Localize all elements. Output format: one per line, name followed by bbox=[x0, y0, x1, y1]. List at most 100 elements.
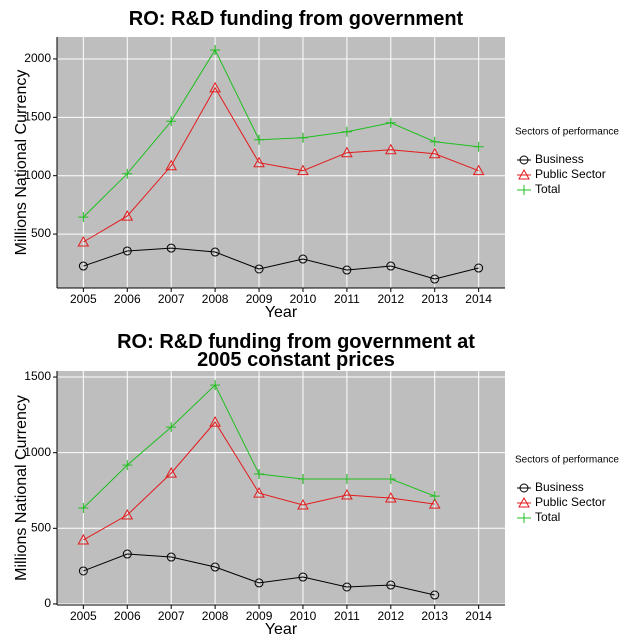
point bbox=[518, 496, 530, 508]
point bbox=[77, 533, 90, 545]
y-tick-label: 1000 bbox=[24, 168, 51, 182]
point bbox=[254, 578, 264, 588]
legend-label: Total bbox=[535, 182, 560, 196]
point bbox=[430, 274, 440, 284]
legend-label: Public Sector bbox=[535, 495, 606, 509]
y-tick-label: 1500 bbox=[24, 369, 51, 383]
x-tick-label: 2013 bbox=[421, 609, 448, 623]
point bbox=[209, 81, 221, 93]
point bbox=[297, 164, 309, 176]
series-line bbox=[83, 247, 479, 280]
point bbox=[210, 44, 221, 55]
x-tick-label: 2013 bbox=[421, 292, 448, 306]
y-axis-title: Millions National Currency bbox=[13, 395, 30, 581]
y-tick-label: 1000 bbox=[24, 445, 51, 459]
x-tick-label: 2005 bbox=[70, 609, 97, 623]
point bbox=[254, 264, 264, 274]
point bbox=[254, 134, 265, 145]
y-tick-label: 0 bbox=[44, 596, 51, 610]
point bbox=[254, 469, 265, 480]
point bbox=[297, 474, 308, 484]
point bbox=[385, 117, 396, 128]
x-tick-label: 2006 bbox=[114, 292, 141, 306]
legend-label: Public Sector bbox=[535, 167, 606, 181]
point bbox=[519, 483, 529, 493]
legend-title: Sectors of performance bbox=[515, 127, 619, 138]
point bbox=[78, 212, 89, 223]
legend-label: Business bbox=[535, 152, 584, 166]
x-tick-label: 2010 bbox=[290, 292, 317, 306]
point bbox=[78, 503, 89, 514]
chart-title: RO: R&D funding from government at 2005 … bbox=[117, 331, 475, 371]
point bbox=[519, 155, 529, 165]
y-tick-label: 2000 bbox=[24, 51, 51, 65]
point bbox=[166, 116, 177, 127]
x-tick-label: 2006 bbox=[114, 609, 141, 623]
point bbox=[428, 147, 441, 159]
point bbox=[430, 590, 440, 600]
series-line bbox=[83, 553, 435, 596]
point bbox=[122, 168, 133, 179]
y-axis-title: Millions National Currency bbox=[13, 70, 30, 256]
point bbox=[253, 487, 265, 498]
point bbox=[385, 474, 396, 484]
point bbox=[122, 549, 132, 559]
panel bbox=[57, 371, 505, 605]
x-tick-label: 2008 bbox=[202, 609, 229, 623]
x-tick-label: 2011 bbox=[334, 609, 360, 623]
point bbox=[78, 566, 88, 576]
point bbox=[386, 580, 396, 590]
point bbox=[519, 185, 529, 195]
point bbox=[341, 126, 352, 137]
point bbox=[341, 489, 353, 500]
point bbox=[209, 416, 221, 427]
point bbox=[210, 247, 220, 257]
x-tick-label: 2007 bbox=[158, 292, 185, 306]
point bbox=[165, 467, 178, 478]
x-axis-title: Year bbox=[265, 304, 298, 321]
point bbox=[122, 246, 132, 256]
point bbox=[298, 254, 308, 264]
point bbox=[342, 265, 352, 275]
point bbox=[472, 164, 485, 176]
panel bbox=[57, 37, 505, 288]
x-tick-label: 2012 bbox=[377, 609, 404, 623]
x-tick-label: 2009 bbox=[246, 609, 273, 623]
point bbox=[518, 168, 530, 180]
y-tick-label: 500 bbox=[31, 520, 51, 534]
point bbox=[165, 159, 178, 171]
point bbox=[297, 498, 309, 510]
x-tick-label: 2011 bbox=[334, 292, 360, 306]
point bbox=[121, 210, 134, 221]
y-tick-label: 500 bbox=[31, 226, 51, 240]
point bbox=[341, 146, 353, 158]
point bbox=[121, 508, 134, 520]
legend-label: Business bbox=[535, 480, 584, 494]
x-tick-label: 2009 bbox=[246, 292, 273, 306]
point bbox=[297, 132, 308, 143]
point bbox=[519, 513, 529, 523]
point bbox=[166, 422, 177, 433]
point bbox=[298, 572, 308, 582]
point bbox=[122, 460, 133, 471]
legend-label: Total bbox=[535, 510, 560, 524]
point bbox=[384, 143, 397, 155]
x-tick-label: 2012 bbox=[377, 292, 404, 306]
x-tick-label: 2007 bbox=[158, 609, 185, 623]
point bbox=[473, 141, 484, 152]
point bbox=[341, 474, 352, 484]
point bbox=[166, 552, 176, 562]
series-line bbox=[83, 48, 479, 218]
point bbox=[429, 491, 440, 502]
series-line bbox=[83, 421, 435, 541]
series-line bbox=[83, 86, 479, 243]
point bbox=[253, 156, 265, 168]
point bbox=[166, 243, 176, 253]
point bbox=[428, 498, 441, 509]
y-tick-label: 1500 bbox=[24, 109, 51, 123]
point bbox=[78, 261, 88, 271]
point bbox=[77, 235, 90, 247]
x-tick-label: 2008 bbox=[202, 292, 229, 306]
